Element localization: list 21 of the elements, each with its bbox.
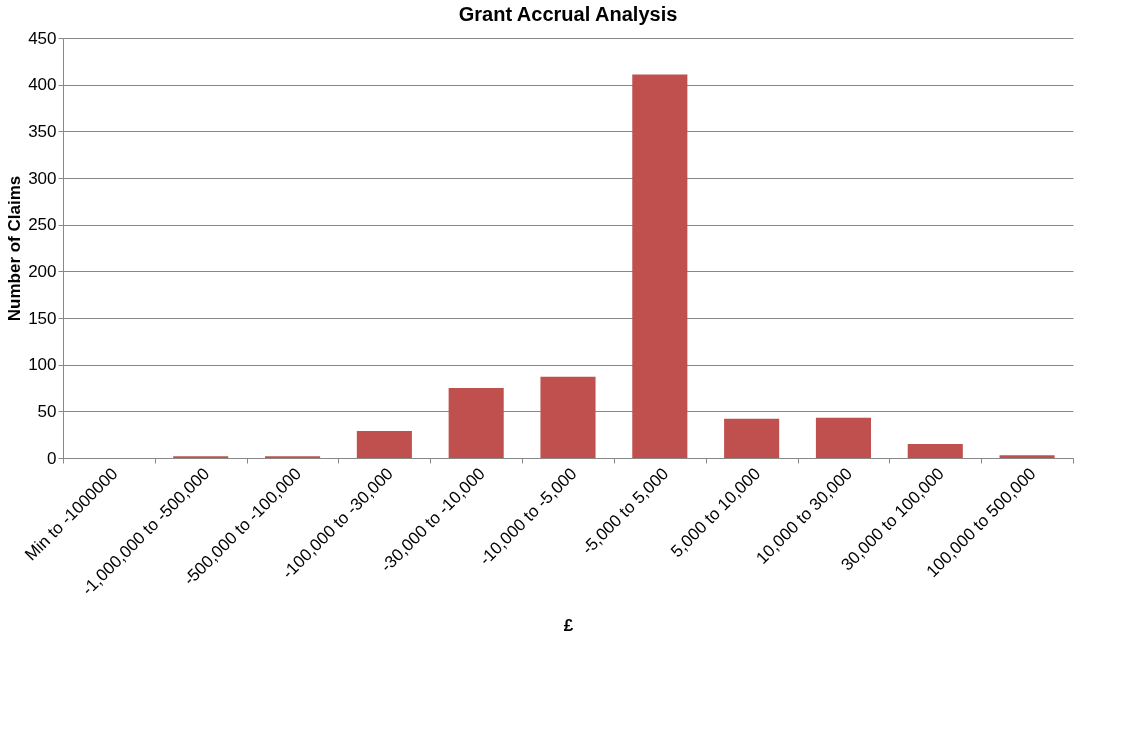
y-tick-label: 350 [28,121,57,141]
x-axis-title: £ [563,616,574,636]
bar [632,74,688,458]
y-tick-label: 400 [28,75,57,95]
bar [356,430,412,458]
y-tick-label: 0 [47,448,57,468]
y-tick-label: 450 [28,28,57,48]
y-tick-label: 250 [28,215,57,235]
chart-title: Grant Accrual Analysis [458,3,678,25]
bar [724,418,780,458]
y-axis-title: Number of Claims [5,175,25,322]
bar [907,444,963,458]
bar [540,376,596,458]
y-tick-label: 150 [28,308,57,328]
bar [999,455,1055,458]
y-tick-label: 100 [28,355,57,375]
bar [448,388,504,458]
y-tick-label: 200 [28,261,57,281]
y-tick-label: 300 [28,168,57,188]
bar [815,417,871,458]
y-tick-label: 50 [37,401,57,421]
